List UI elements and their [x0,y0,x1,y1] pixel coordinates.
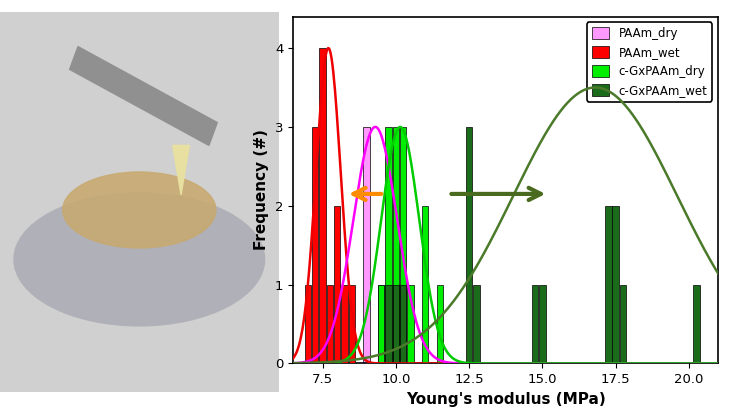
Bar [393,285,399,363]
Bar [378,285,384,363]
Bar [386,285,391,363]
Bar [539,285,545,363]
Ellipse shape [63,172,216,248]
Bar [466,127,472,363]
Bar [620,285,626,363]
Legend: PAAm_dry, PAAm_wet, c-GxPAAm_dry, c-GxPAAm_wet: PAAm_dry, PAAm_wet, c-GxPAAm_dry, c-GxPA… [587,22,712,102]
Bar [400,127,406,363]
Bar [386,127,391,363]
X-axis label: Young's modulus (MPa): Young's modulus (MPa) [406,392,605,407]
Bar [327,285,333,363]
Bar [393,285,399,363]
Bar [437,285,443,363]
Bar [693,285,699,363]
Bar [613,206,619,363]
Bar [364,127,369,363]
Bar [408,285,413,363]
Bar [393,127,399,363]
Bar [342,285,347,363]
Polygon shape [173,145,189,195]
Bar [532,285,538,363]
Bar [400,285,406,363]
Bar [305,285,311,363]
Bar [605,206,611,363]
Ellipse shape [14,193,265,326]
Polygon shape [70,47,217,145]
Bar [474,285,479,363]
Bar [334,206,340,363]
Bar [320,48,325,363]
Bar [378,285,384,363]
Bar [422,206,428,363]
Bar [349,285,355,363]
Bar [312,127,318,363]
Y-axis label: Frequency (#): Frequency (#) [254,130,270,250]
